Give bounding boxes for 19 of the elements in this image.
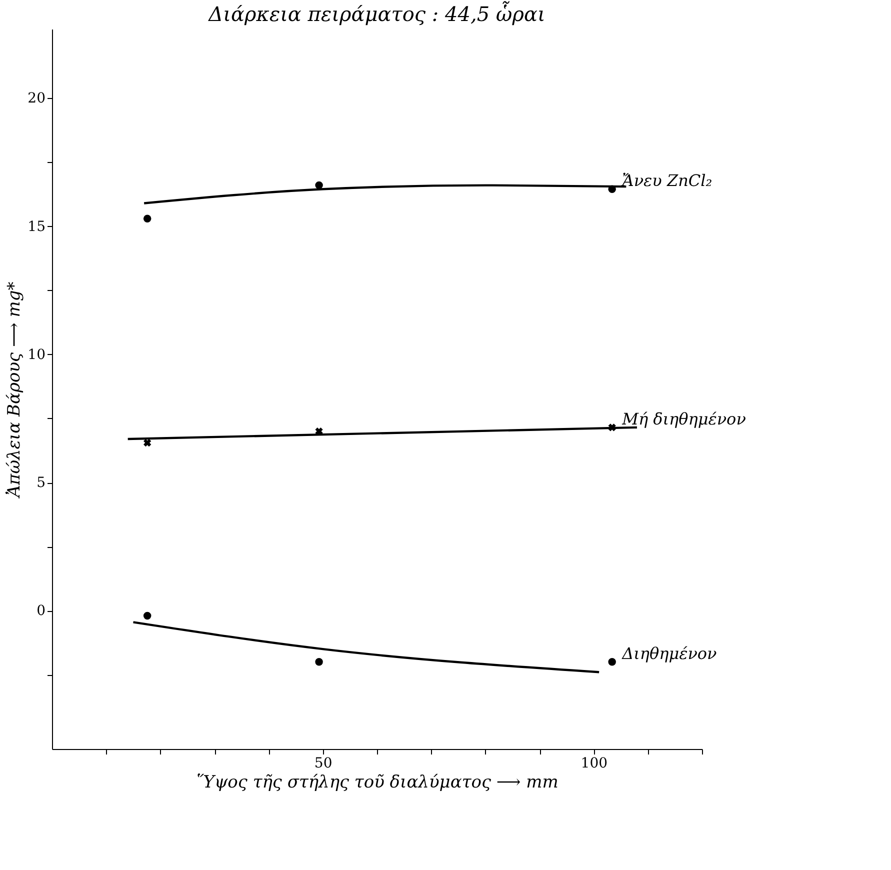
y-axis-title: Ἀπώλεια Βάρους ⟶ mg* (4, 281, 25, 500)
x-axis-title: Ὕψος τῆς στήλης τοῦ διαλύματος ⟶ mm (196, 772, 558, 792)
y-tick-label: 20 (28, 90, 46, 107)
point (143, 214, 152, 222)
point (143, 612, 152, 620)
series-label: Μή διηθημένον (621, 409, 746, 428)
y-tick-label: 0 (36, 603, 46, 620)
series-label: Διηθημένον (621, 644, 718, 663)
series-label: Ἄνευ ZnCl₂ (620, 171, 712, 190)
y-tick-label: 5 (36, 475, 46, 492)
y-tick-label: 15 (28, 218, 46, 235)
point (315, 658, 323, 666)
y-tick-label: 10 (28, 346, 46, 363)
point (608, 658, 616, 666)
point (315, 181, 323, 190)
x-tick-label: 50 (314, 756, 332, 772)
point (144, 438, 152, 447)
chart-title: Διάρκεια πειράματος : 44,5 ὧραι (208, 1, 546, 26)
x-tick-label: 100 (580, 756, 608, 772)
